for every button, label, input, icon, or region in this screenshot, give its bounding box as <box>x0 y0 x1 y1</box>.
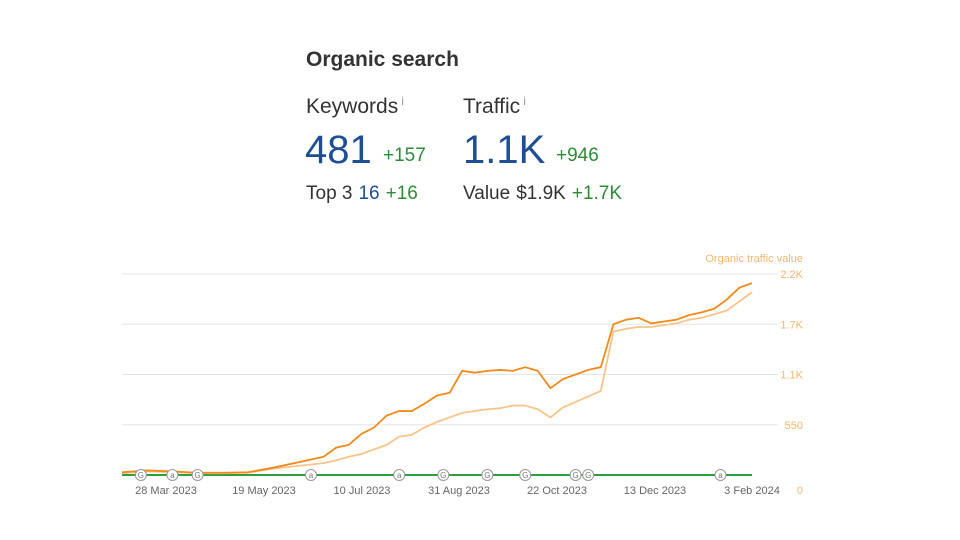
annotation-marker[interactable]: a <box>393 469 406 481</box>
keywords-label-text: Keywords <box>306 95 399 118</box>
x-tick-label: 22 Oct 2023 <box>527 485 587 497</box>
traffic-info-icon[interactable]: i <box>523 94 526 108</box>
annotation-marker-circle <box>191 469 204 481</box>
value-delta: +1.7K <box>571 183 623 204</box>
section-title: Organic search <box>306 48 459 71</box>
annotation-marker[interactable]: G <box>134 469 147 481</box>
x-tick-label: 31 Aug 2023 <box>428 485 490 497</box>
traffic-label: Traffic i <box>463 94 526 119</box>
annotation-marker-label: G <box>572 471 578 480</box>
annotation-marker-circle <box>714 469 727 481</box>
top3-label: Top 3 <box>306 183 353 204</box>
value-label: Value <box>463 183 511 204</box>
annotation-marker-label: a <box>309 471 314 480</box>
annotation-marker[interactable]: G <box>582 469 595 481</box>
annotation-marker[interactable]: a <box>305 469 317 481</box>
annotation-marker-circle <box>519 469 532 481</box>
top3-delta: +16 <box>385 183 418 204</box>
keywords-info-icon[interactable]: i <box>401 94 404 108</box>
legend-traffic-value[interactable]: Organic traffic value <box>705 253 803 265</box>
traffic-delta: +946 <box>556 145 599 166</box>
y-tick-label: 550 <box>785 420 803 432</box>
annotation-marker-label: a <box>397 471 402 480</box>
annotation-marker[interactable]: G <box>437 469 450 481</box>
keywords-delta: +157 <box>383 145 426 166</box>
series-line-organic-traffic[interactable] <box>121 282 753 474</box>
y-tick-label: 2.2K <box>780 269 803 281</box>
annotation-marker-circle <box>166 469 179 481</box>
top3-value[interactable]: 16 <box>358 183 380 204</box>
annotation-marker-circle <box>393 469 406 481</box>
annotation-marker-label: G <box>585 471 591 480</box>
annotation-marker-circle <box>569 469 582 481</box>
keywords-label: Keywords i <box>306 94 404 119</box>
x-tick-label: 28 Mar 2023 <box>135 485 197 497</box>
x-tick-label: 13 Dec 2023 <box>624 485 686 497</box>
annotation-marker[interactable]: G <box>191 469 204 481</box>
chart-lines <box>121 282 753 476</box>
x-axis-ticks: 28 Mar 2023 19 May 2023 10 Jul 2023 31 Aug … <box>135 485 780 497</box>
annotation-marker-label: G <box>484 471 490 480</box>
annotation-marker-label: G <box>440 471 446 480</box>
annotation-marker-circle <box>481 469 494 481</box>
chart-gridlines <box>122 273 778 426</box>
top3-row: Top 3 16 +16 <box>306 183 418 205</box>
annotation-marker-label: G <box>194 471 200 480</box>
traffic-value[interactable]: 1.1K <box>463 128 546 172</box>
annotation-marker[interactable]: G <box>481 469 494 481</box>
series-line-traffic-value[interactable] <box>121 291 753 475</box>
traffic-label-text: Traffic <box>463 95 521 118</box>
annotation-marker-circle <box>582 469 595 481</box>
value-row: Value $1.9K +1.7K <box>463 183 622 205</box>
annotation-marker[interactable]: G <box>519 469 532 481</box>
annotation-marker-label: a <box>170 471 175 480</box>
annotation-marker-label: a <box>718 471 723 480</box>
annotation-marker[interactable]: G <box>569 469 582 481</box>
annotation-marker-label: G <box>522 471 528 480</box>
annotation-marker-circle <box>305 469 317 481</box>
annotation-marker-circle <box>437 469 450 481</box>
annotation-marker-label: G <box>138 471 144 480</box>
annotation-marker-circle <box>134 469 147 481</box>
annotation-marker[interactable]: a <box>166 469 179 481</box>
y-tick-label: 1.1K <box>780 370 803 382</box>
x-tick-label: 3 Feb 2024 <box>724 485 780 497</box>
annotation-marker[interactable]: a <box>714 469 727 481</box>
y-tick-label: 0 <box>797 485 803 497</box>
x-tick-label: 19 May 2023 <box>232 485 296 497</box>
x-tick-label: 10 Jul 2023 <box>334 485 391 497</box>
y-axis-ticks: 0 550 1.1K 1.7K 2.2K <box>780 269 803 497</box>
value-amount: $1.9K <box>516 183 566 204</box>
y-tick-label: 1.7K <box>780 319 803 331</box>
keywords-value[interactable]: 481 <box>305 128 372 172</box>
